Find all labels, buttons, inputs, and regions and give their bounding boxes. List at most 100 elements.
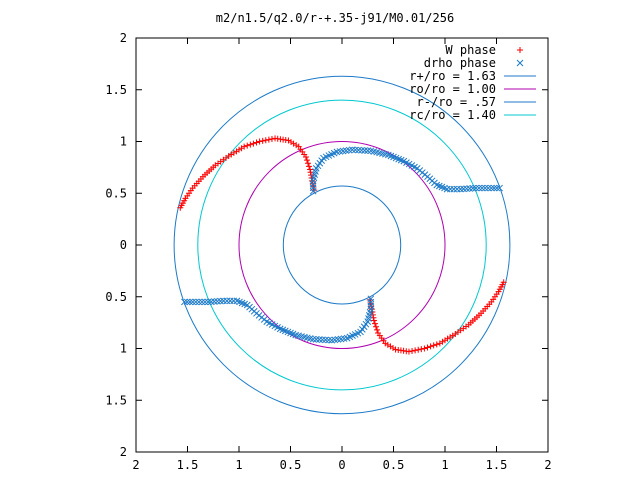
w-phase-point <box>256 138 263 145</box>
legend-label: ro/ro = 1.00 <box>409 82 496 96</box>
y-tick-label: 1.5 <box>105 393 127 407</box>
legend-label: W phase <box>445 43 496 57</box>
x-tick-label: 0.5 <box>383 458 405 472</box>
legend-label: r+/ro = 1.63 <box>409 69 496 83</box>
x-tick-label: 1 <box>235 458 242 472</box>
x-tick-label: 0.5 <box>280 458 302 472</box>
w-phase-point <box>247 141 254 148</box>
w-phase-point <box>430 342 437 349</box>
y-tick-label: 2 <box>120 445 127 459</box>
w-phase-point <box>412 347 419 354</box>
drho-phase-point <box>496 184 503 192</box>
reference-circles <box>173 75 511 415</box>
reference-circle <box>238 141 446 349</box>
y-tick-label: 1.5 <box>105 83 127 97</box>
drho-phase-point <box>475 184 483 192</box>
w-phase-point <box>371 320 378 327</box>
drho-phase-point <box>195 298 203 306</box>
y-tick-label: 1 <box>120 342 127 356</box>
w-phase-point <box>418 346 425 353</box>
drho-phase-point <box>478 184 486 192</box>
drho-phase-point <box>183 298 191 306</box>
x-tick-label: 1.5 <box>486 458 508 472</box>
drho-phase-point <box>214 297 221 305</box>
drho-phase-point <box>352 146 359 154</box>
y-tick-label: 0 <box>120 238 127 252</box>
drho-phase-point <box>315 336 323 343</box>
drho-phase-point <box>192 298 200 306</box>
w-phase-point <box>415 346 422 353</box>
drho-phase-point <box>355 146 362 154</box>
drho-phase-point <box>447 185 454 193</box>
w-phase-point <box>409 347 416 354</box>
drho-phase-point <box>217 297 224 305</box>
drho-phase-point <box>463 185 470 193</box>
drho-phase-point <box>472 184 480 192</box>
legend-label: r-/ro = .57 <box>417 95 496 109</box>
axis-ticks: 2 1.5 1 0.5 0 0.5 1 1.5 221.510.500.511.52 <box>105 31 551 472</box>
data-points <box>177 135 507 355</box>
x-tick-label: 1 <box>441 458 448 472</box>
y-tick-label: 1 <box>120 135 127 149</box>
drho-phase-point <box>460 185 467 193</box>
w-phase-point <box>436 340 443 347</box>
drho-phase-point <box>484 184 492 192</box>
drho-phase-point <box>226 297 234 305</box>
drho-phase-point <box>210 298 218 305</box>
drho-phase-point <box>230 297 237 305</box>
drho-phase-point <box>181 298 188 306</box>
legend-marker <box>517 47 523 53</box>
drho-phase-point <box>198 298 206 306</box>
drho-phase-point <box>364 147 372 154</box>
w-phase-point <box>374 326 381 333</box>
drho-phase-point <box>325 336 332 344</box>
w-phase-point <box>375 329 382 336</box>
chart-title: m2/n1.5/q2.0/r-+.35-j91/M0.01/256 <box>216 11 454 25</box>
w-phase-point <box>265 136 272 143</box>
w-phase-point <box>305 160 312 167</box>
x-tick-label: 2 <box>544 458 551 472</box>
drho-phase-point <box>220 297 227 305</box>
drho-phase-point <box>348 146 356 154</box>
y-tick-label: 2 <box>120 31 127 45</box>
w-phase-point <box>421 345 428 352</box>
drho-phase-point <box>481 184 489 192</box>
w-phase-point <box>259 137 266 144</box>
legend-marker <box>516 59 524 67</box>
reference-circle <box>282 185 402 305</box>
w-phase-point <box>302 154 309 161</box>
w-phase-point <box>244 142 251 149</box>
w-phase-point <box>241 143 248 150</box>
reference-circle <box>173 75 511 415</box>
w-phase-point <box>268 136 275 143</box>
drho-phase-point <box>358 146 365 154</box>
drho-phase-point <box>466 185 474 192</box>
x-tick-label: 0 <box>338 458 345 472</box>
drho-phase-point <box>328 336 336 344</box>
drho-phase-point <box>322 336 329 344</box>
drho-phase-point <box>453 185 461 193</box>
w-phase-point <box>433 341 440 348</box>
drho-phase-point <box>223 297 231 305</box>
w-phase-point <box>370 317 377 324</box>
w-phase-point <box>303 157 310 164</box>
drho-phase-point <box>189 298 197 306</box>
drho-phase-point <box>319 336 326 344</box>
drho-phase-point <box>186 298 194 306</box>
drho-phase-point <box>457 185 464 193</box>
drho-phase-point <box>490 184 498 192</box>
w-phase-point <box>253 139 260 146</box>
y-tick-label: 0.5 <box>105 186 127 200</box>
w-phase-point <box>427 343 434 350</box>
drho-phase-point <box>361 147 369 154</box>
legend-label: drho phase <box>424 56 496 70</box>
w-phase-point <box>307 166 314 173</box>
x-tick-label: 2 <box>132 458 139 472</box>
drho-phase-point <box>201 298 209 306</box>
drho-phase-point <box>487 184 495 192</box>
w-phase-point <box>250 140 257 147</box>
drho-phase-point <box>493 184 501 192</box>
drho-phase-point <box>204 298 212 306</box>
